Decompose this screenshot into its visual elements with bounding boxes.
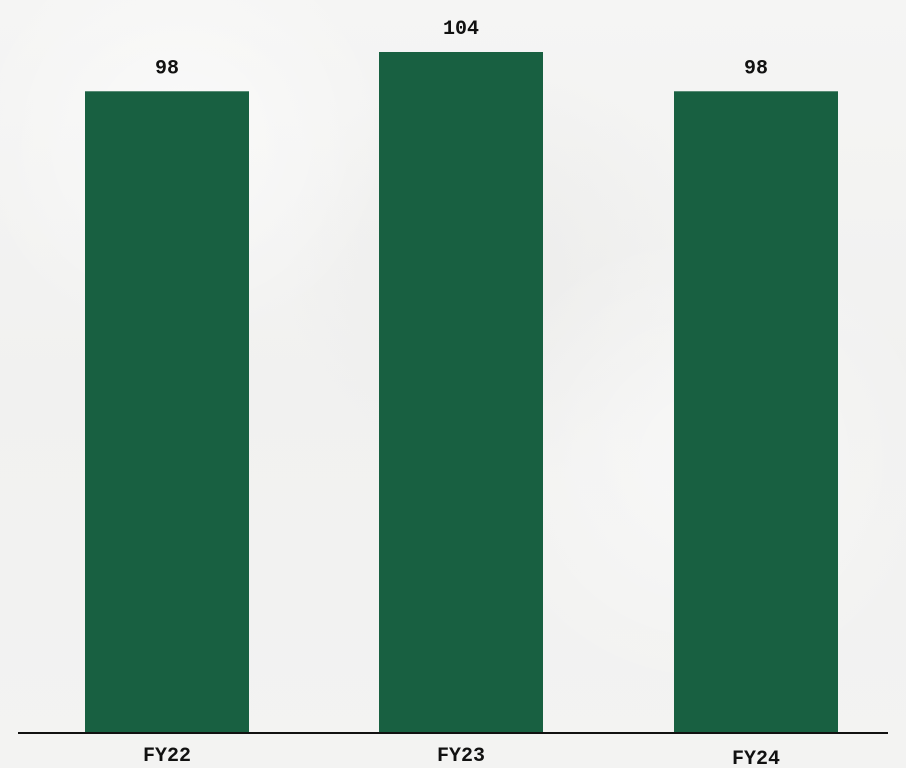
bar-fy24 xyxy=(674,91,838,734)
value-label-fy23: 104 xyxy=(443,18,479,41)
bars-group xyxy=(85,52,838,734)
value-labels-group: 98 104 98 xyxy=(155,18,768,80)
x-tick-label-fy23: FY23 xyxy=(437,745,485,768)
x-tick-labels-group: FY22 FY23 FY24 xyxy=(143,745,780,768)
value-label-fy22: 98 xyxy=(155,57,179,80)
x-tick-label-fy22: FY22 xyxy=(143,745,191,768)
x-tick-label-fy24: FY24 xyxy=(732,748,780,768)
value-label-fy24: 98 xyxy=(744,57,768,80)
bar-fy23 xyxy=(379,52,543,733)
bar-fy22 xyxy=(85,91,249,734)
